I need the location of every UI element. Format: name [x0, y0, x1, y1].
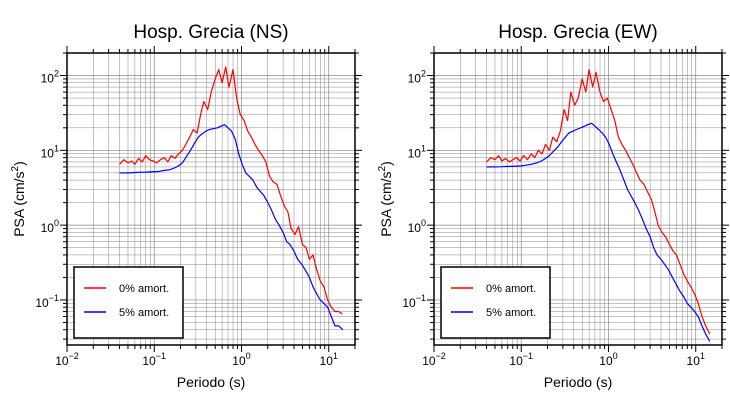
tick-label-base: 10 — [408, 146, 422, 160]
legend: 0% amort. 5% amort. — [440, 266, 551, 339]
tick-label-exponent: 0 — [246, 351, 251, 361]
y-axis-label-superscript: 2 — [377, 165, 388, 171]
tick-label: 100 — [408, 218, 426, 235]
y-axis-label-text: ) — [378, 161, 394, 166]
tick-label-base: 10 — [35, 296, 49, 310]
y-axis-label-superscript: 2 — [10, 165, 21, 171]
series-line-undamped — [119, 66, 343, 315]
tick-label-base: 10 — [422, 354, 436, 368]
legend-label-0: 0% amort. — [486, 283, 536, 295]
grid-lines — [66, 52, 356, 345]
tick-label-base: 10 — [599, 354, 613, 368]
tick-label: 100 — [41, 218, 59, 235]
series-lines — [119, 66, 344, 331]
tick-label-base: 10 — [509, 354, 523, 368]
tick-label-exponent: 0 — [54, 218, 59, 228]
axes-frame — [66, 52, 356, 346]
y-axis-label-text: PSA (cm/s — [378, 171, 394, 236]
tick-label: 10−1 — [509, 351, 533, 368]
tick-label: 102 — [408, 69, 426, 86]
tick-label-base: 10 — [142, 354, 156, 368]
tick-label-exponent: −1 — [416, 293, 426, 303]
tick-label-exponent: −2 — [69, 351, 79, 361]
tick-label: 101 — [41, 143, 59, 160]
tick-label-exponent: 0 — [613, 351, 618, 361]
y-axis-label: PSA (cm/s2) — [377, 161, 394, 237]
legend: 0% amort. 5% amort. — [73, 266, 184, 339]
tick-label: 10−1 — [35, 293, 59, 310]
tick-label: 10−1 — [402, 293, 426, 310]
axes-frame — [433, 52, 723, 346]
y-axis-label-text: ) — [11, 161, 27, 166]
legend-box — [440, 266, 551, 339]
chart-title: Hosp. Grecia (EW) — [498, 22, 657, 43]
tick-label-exponent: 1 — [700, 351, 705, 361]
legend-label-0: 0% amort. — [119, 283, 169, 295]
tick-label-base: 10 — [408, 72, 422, 86]
tick-label-base: 10 — [320, 354, 334, 368]
tick-label-base: 10 — [55, 354, 69, 368]
chart-panel-ns: Hosp. Grecia (NS) 10−2 10−1 100 10110−11001… — [10, 22, 362, 390]
series-line-damped — [486, 122, 711, 342]
tick-label: 100 — [232, 351, 250, 368]
tick-label-exponent: −1 — [49, 293, 59, 303]
tick-label: 101 — [320, 351, 338, 368]
tick-label-base: 10 — [41, 146, 55, 160]
tick-label-exponent: −1 — [523, 351, 533, 361]
tick-label: 100 — [599, 351, 617, 368]
tick-label-exponent: −2 — [436, 351, 446, 361]
tick-label-base: 10 — [402, 296, 416, 310]
tick-label-exponent: −1 — [156, 351, 166, 361]
tick-label: 101 — [408, 143, 426, 160]
tick-label: 10−2 — [55, 351, 79, 368]
y-axis-label-text: PSA (cm/s — [11, 171, 27, 236]
y-axis-label: PSA (cm/s2) — [10, 161, 27, 237]
legend-label-1: 5% amort. — [119, 307, 169, 319]
legend-box — [73, 266, 184, 339]
tick-label-exponent: 1 — [333, 351, 338, 361]
legend-label-1: 5% amort. — [486, 307, 536, 319]
tick-label: 102 — [41, 69, 59, 86]
tick-label-base: 10 — [41, 221, 55, 235]
tick-label: 10−1 — [142, 351, 166, 368]
chart-title: Hosp. Grecia (NS) — [133, 22, 288, 43]
tick-label: 10−2 — [422, 351, 446, 368]
tick-label-base: 10 — [408, 221, 422, 235]
tick-label-exponent: 2 — [54, 69, 59, 79]
tick-label: 101 — [687, 351, 705, 368]
tick-label-exponent: 0 — [421, 218, 426, 228]
tick-label-exponent: 2 — [421, 69, 426, 79]
tick-label-base: 10 — [41, 72, 55, 86]
tick-label-exponent: 1 — [54, 143, 59, 153]
chart-panel-ew: Hosp. Grecia (EW) 10−2 10−1 100 10110−11001… — [377, 22, 729, 390]
tick-label-exponent: 1 — [421, 143, 426, 153]
tick-label-base: 10 — [687, 354, 701, 368]
x-axis-label: Periodo (s) — [177, 374, 245, 390]
series-line-undamped — [486, 68, 711, 335]
tick-label-base: 10 — [232, 354, 246, 368]
x-axis-label: Periodo (s) — [544, 374, 612, 390]
series-lines — [486, 68, 711, 342]
series-line-damped — [119, 124, 344, 331]
